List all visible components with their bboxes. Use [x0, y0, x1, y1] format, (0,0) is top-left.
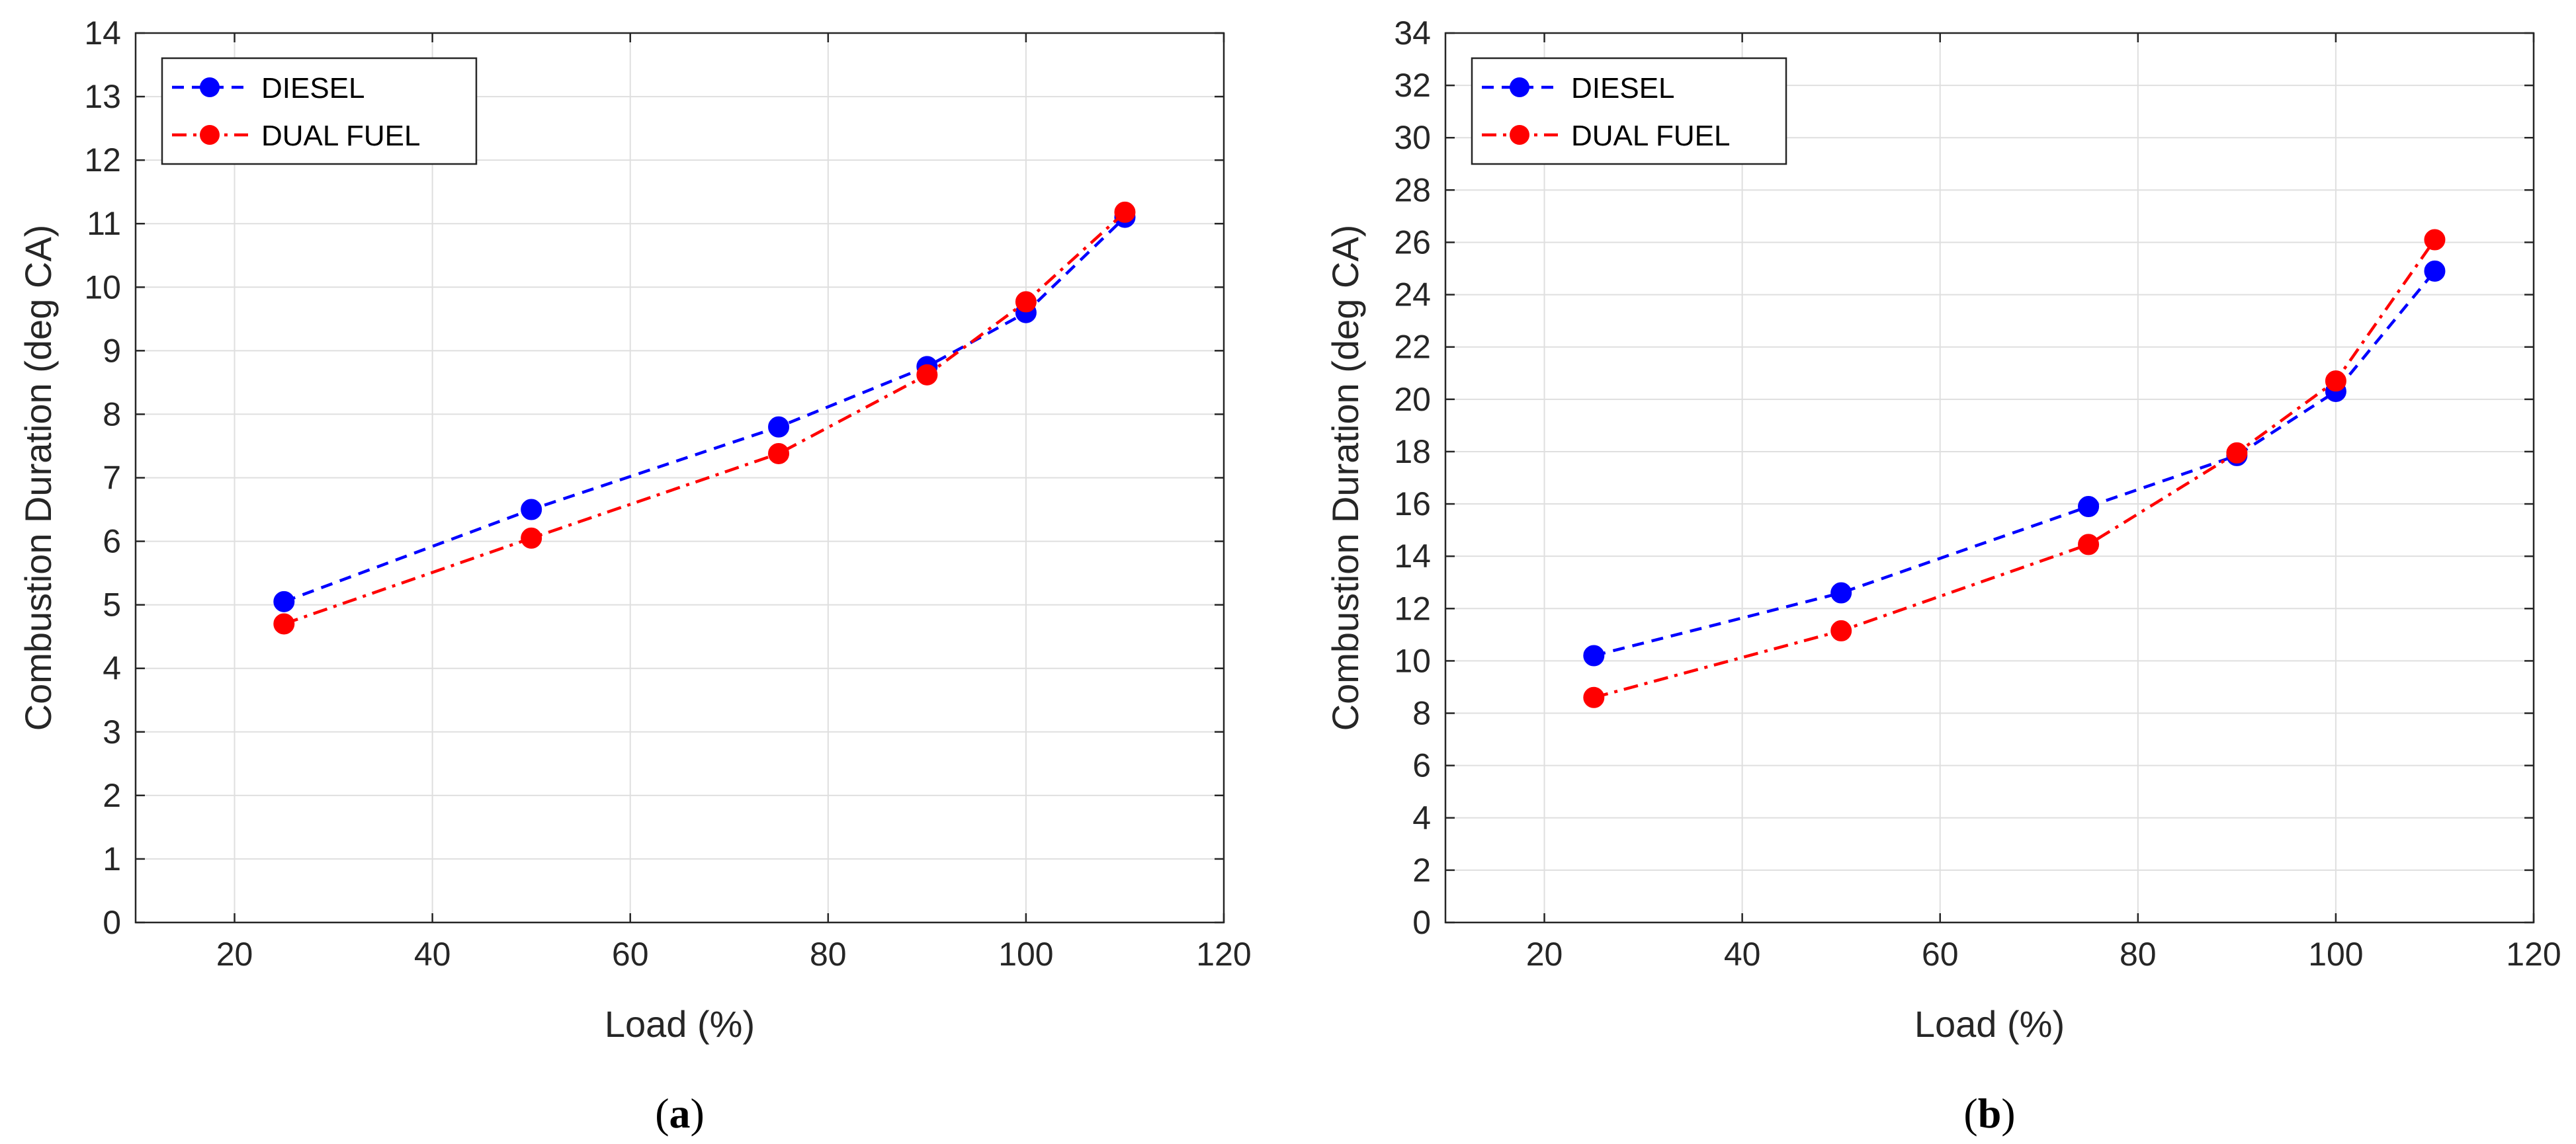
- y-tick-label: 24: [1394, 276, 1431, 313]
- y-tick-label: 4: [1412, 799, 1431, 837]
- x-tick-label: 40: [414, 936, 451, 973]
- y-tick-label: 6: [103, 523, 121, 560]
- data-point-dual-fuel: [273, 613, 295, 635]
- y-tick-label: 2: [103, 777, 121, 814]
- data-point-diesel: [1830, 582, 1852, 604]
- panel-label: (b): [1963, 1090, 2015, 1137]
- series-line-dual-fuel: [283, 211, 1126, 626]
- data-point-dual-fuel: [2325, 370, 2346, 392]
- y-tick-label: 12: [84, 142, 121, 179]
- y-tick-label: 14: [1394, 538, 1431, 575]
- data-point-dual-fuel: [2078, 534, 2100, 555]
- x-tick-label: 80: [2120, 936, 2157, 973]
- panel-label: (a): [655, 1090, 705, 1137]
- data-point-dual-fuel: [1114, 201, 1136, 223]
- series-line-diesel: [1593, 270, 2436, 657]
- y-tick-label: 7: [103, 460, 121, 497]
- y-axis-label: Combustion Duration (deg CA): [1324, 225, 1366, 731]
- x-axis-label: Load (%): [605, 1003, 755, 1045]
- y-tick-label: 4: [103, 650, 121, 687]
- x-tick-label: 60: [612, 936, 649, 973]
- legend-marker: [200, 125, 220, 145]
- legend-label: DIESEL: [1571, 72, 1675, 104]
- data-point-dual-fuel: [1583, 686, 1605, 708]
- data-point-dual-fuel: [2424, 229, 2446, 251]
- y-tick-label: 28: [1394, 171, 1431, 208]
- y-tick-label: 10: [84, 268, 121, 306]
- legend-box: [1471, 57, 1787, 165]
- y-tick-label: 32: [1394, 67, 1431, 104]
- y-tick-label: 0: [1412, 904, 1431, 941]
- data-point-dual-fuel: [521, 527, 542, 549]
- y-tick-label: 6: [1412, 747, 1431, 784]
- y-tick-label: 1: [103, 840, 121, 878]
- data-point-diesel: [521, 499, 542, 520]
- y-tick-label: 3: [103, 714, 121, 751]
- y-tick-label: 8: [1412, 695, 1431, 732]
- data-point-diesel: [768, 416, 790, 438]
- x-tick-label: 20: [1526, 936, 1563, 973]
- series-line-diesel: [283, 216, 1127, 603]
- legend-marker: [1510, 77, 1529, 97]
- y-tick-label: 16: [1394, 485, 1431, 522]
- x-tick-label: 100: [998, 936, 1053, 973]
- chart-panel-b: 20 40 60 80 100 12002468101214161820222426283…: [1324, 15, 2561, 1137]
- x-tick-label: 120: [2506, 936, 2561, 973]
- y-tick-label: 22: [1394, 329, 1431, 366]
- y-tick-label: 14: [84, 15, 121, 52]
- data-point-diesel: [273, 591, 295, 612]
- y-tick-label: 12: [1394, 590, 1431, 627]
- y-tick-label: 13: [84, 78, 121, 115]
- x-tick-label: 80: [810, 936, 847, 973]
- legend-box: [161, 57, 478, 165]
- legend-marker: [200, 77, 220, 97]
- y-axis-label: Combustion Duration (deg CA): [17, 225, 59, 731]
- x-tick-label: 100: [2308, 936, 2363, 973]
- y-tick-label: 11: [87, 205, 121, 242]
- y-tick-label: 5: [103, 587, 121, 624]
- y-tick-label: 34: [1394, 15, 1431, 52]
- series-line-dual-fuel: [1593, 239, 2436, 699]
- plot-area: [1445, 33, 2534, 922]
- y-tick-label: 0: [103, 904, 121, 941]
- y-tick-label: 9: [103, 332, 121, 369]
- x-tick-label: 120: [1196, 936, 1251, 973]
- y-tick-label: 10: [1394, 642, 1431, 679]
- data-point-dual-fuel: [916, 364, 938, 386]
- y-tick-label: 18: [1394, 433, 1431, 470]
- data-point-diesel: [2424, 260, 2446, 282]
- y-tick-label: 26: [1394, 224, 1431, 261]
- x-tick-label: 60: [1922, 936, 1959, 973]
- data-point-dual-fuel: [1830, 620, 1852, 641]
- y-tick-label: 8: [103, 395, 121, 432]
- legend-label: DUAL FUEL: [261, 120, 420, 152]
- data-point-diesel: [2078, 496, 2100, 518]
- x-tick-label: 40: [1724, 936, 1761, 973]
- data-point-dual-fuel: [1015, 291, 1037, 313]
- legend-label: DUAL FUEL: [1571, 120, 1730, 152]
- legend-marker: [1510, 125, 1529, 145]
- legend-label: DIESEL: [261, 72, 365, 104]
- data-point-dual-fuel: [768, 442, 790, 464]
- x-axis-label: Load (%): [1914, 1003, 2065, 1045]
- x-tick-label: 20: [216, 936, 253, 973]
- y-tick-label: 20: [1394, 381, 1431, 418]
- y-tick-label: 2: [1412, 852, 1431, 889]
- y-tick-label: 30: [1394, 119, 1431, 156]
- axes-box: [1444, 32, 2535, 924]
- data-point-dual-fuel: [2226, 442, 2248, 464]
- data-point-diesel: [1583, 645, 1605, 667]
